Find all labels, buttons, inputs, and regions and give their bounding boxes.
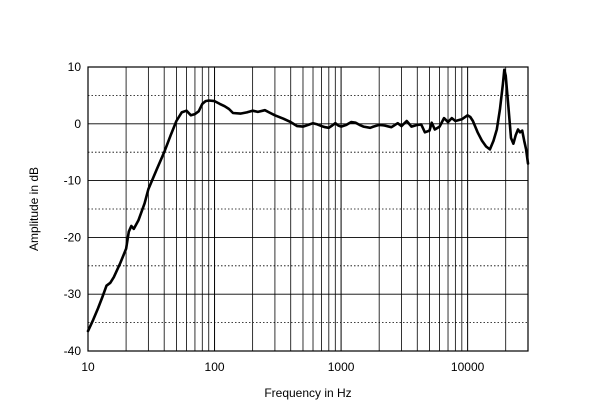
- y-tick-label: -10: [64, 174, 82, 188]
- x-axis-label: Frequency in Hz: [264, 386, 351, 400]
- y-tick-label: -40: [64, 344, 82, 358]
- y-tick-label: 0: [74, 117, 81, 131]
- y-axis-label: Amplitude in dB: [27, 167, 41, 251]
- x-tick-label: 10000: [451, 360, 485, 374]
- series-line: [86, 68, 530, 333]
- x-tick-label: 10: [81, 360, 95, 374]
- y-tick-label: 10: [68, 60, 82, 74]
- x-tick-label: 1000: [328, 360, 355, 374]
- y-tick-label: -30: [64, 287, 82, 301]
- plot-frame: [87, 66, 529, 352]
- x-tick-label: 100: [205, 360, 225, 374]
- y-tick-label: -20: [64, 230, 82, 244]
- grid: [88, 67, 528, 351]
